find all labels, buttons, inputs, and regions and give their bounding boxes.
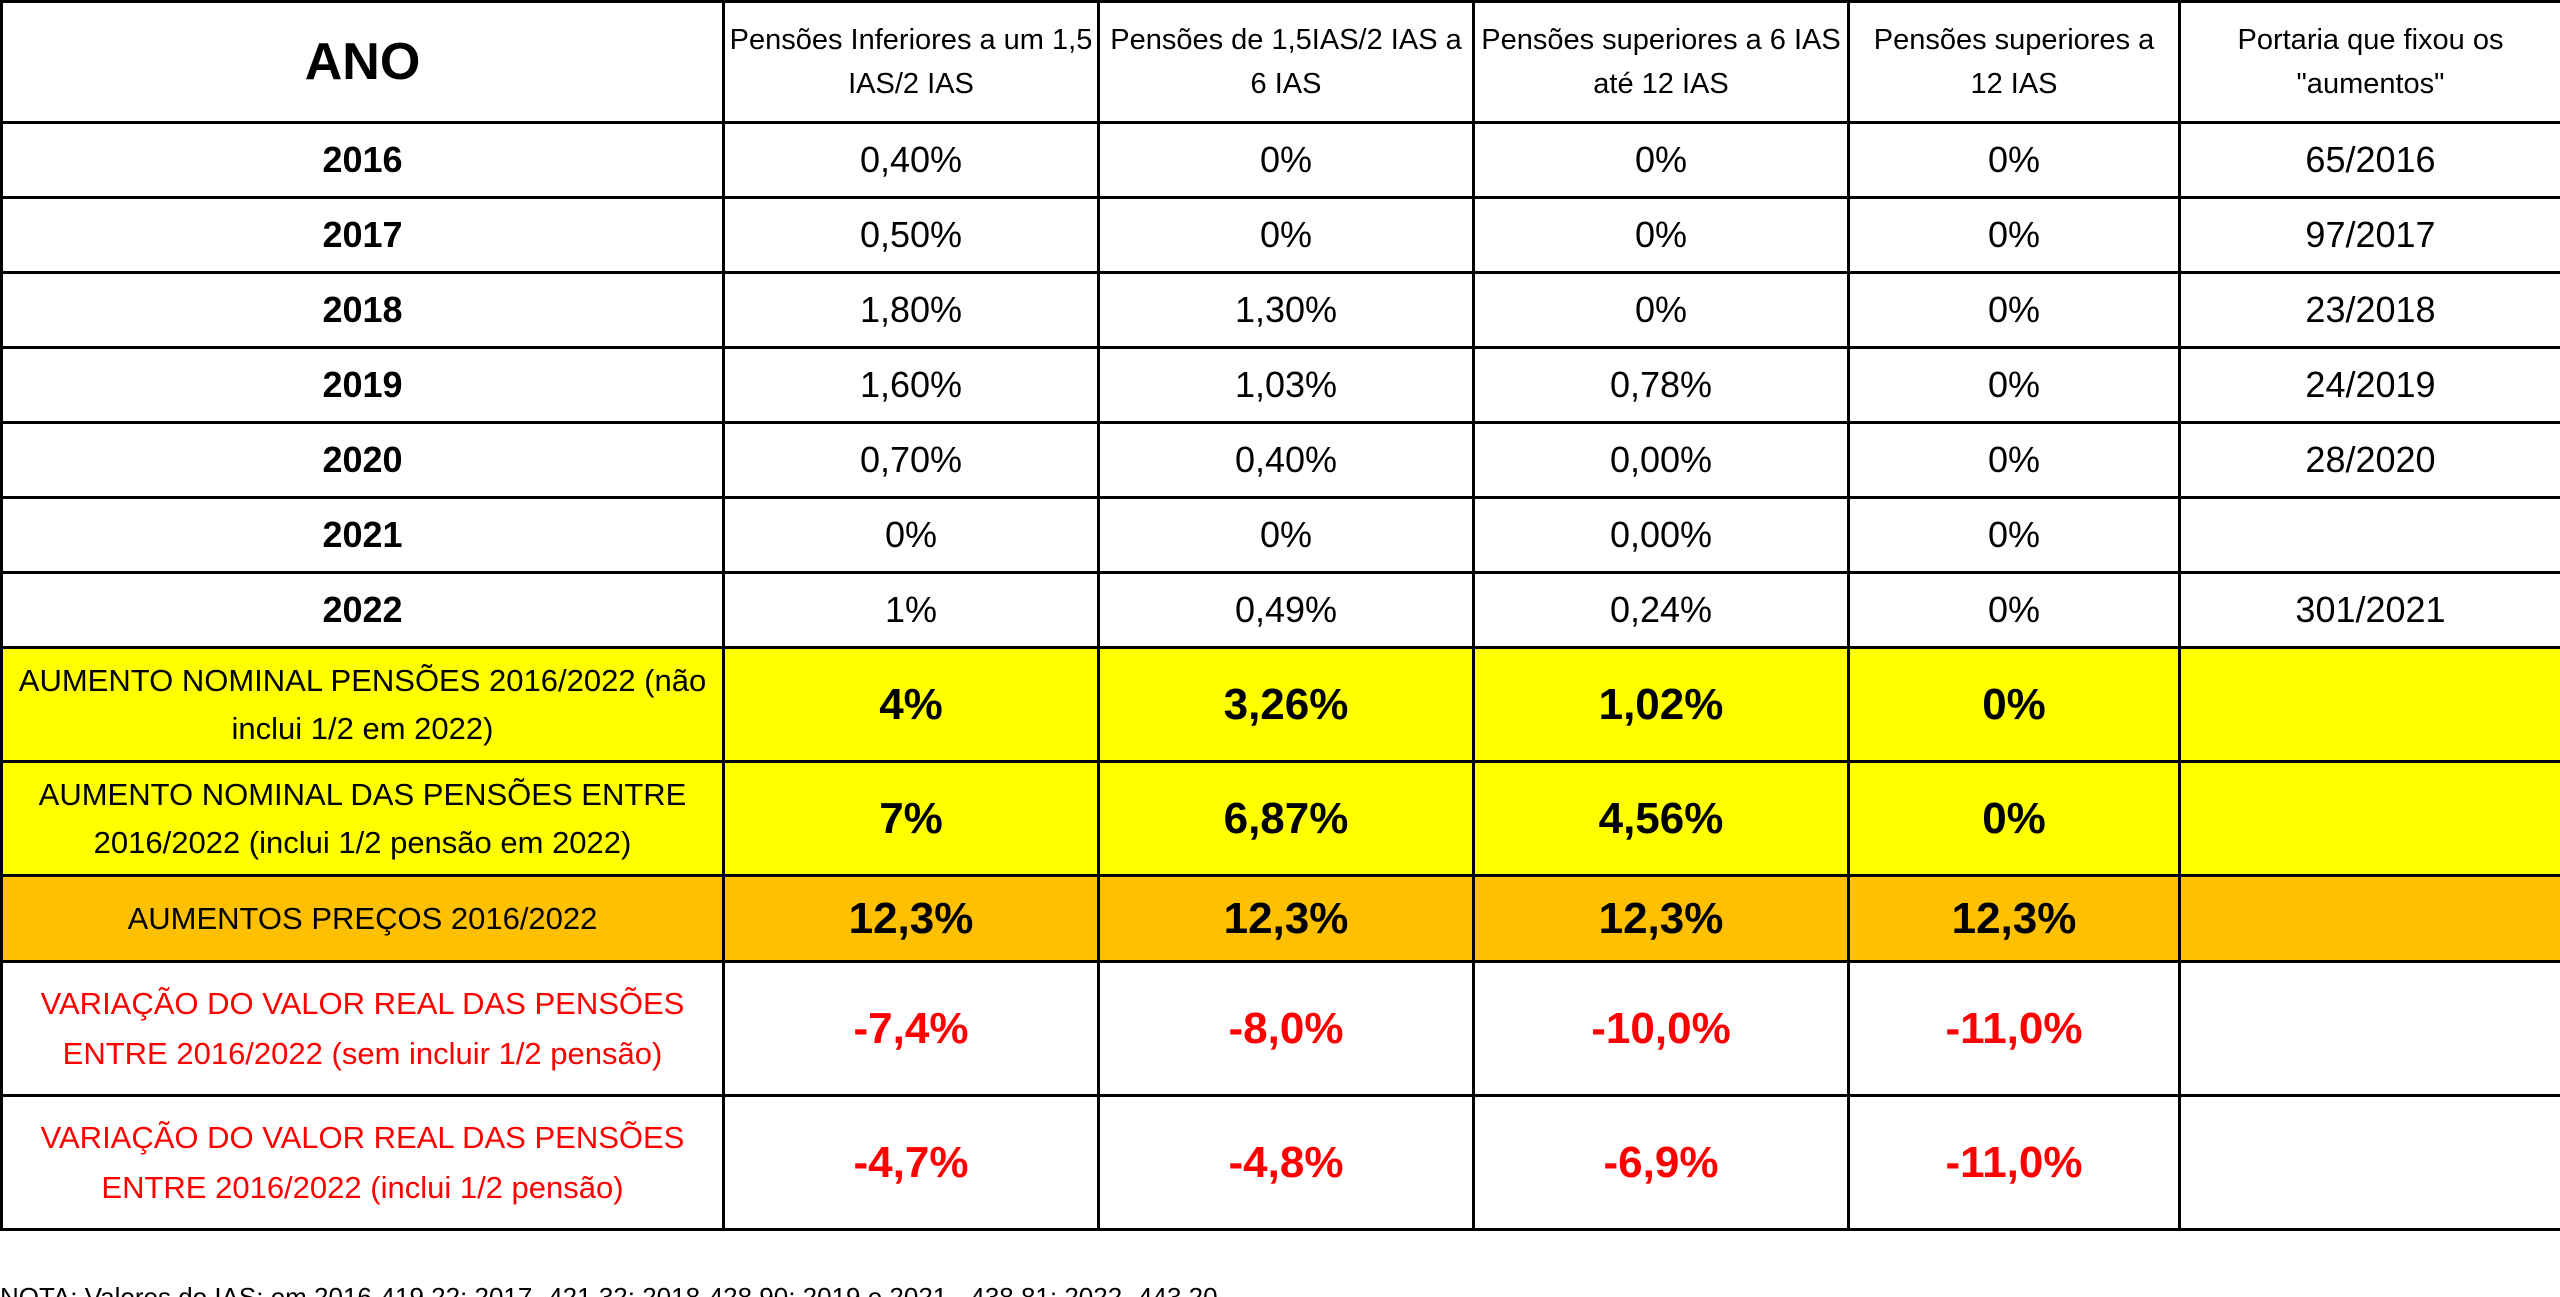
empty-cell bbox=[2178, 646, 2560, 763]
summary-value: -11,0% bbox=[1847, 1094, 2181, 1231]
summary-value: -11,0% bbox=[1847, 960, 2181, 1097]
value-cell: 0% bbox=[1097, 121, 1475, 199]
value-cell: 0% bbox=[1847, 196, 2181, 274]
summary-value: 0% bbox=[1847, 646, 2181, 763]
value-cell: 1% bbox=[722, 571, 1100, 649]
summary-value: 4% bbox=[722, 646, 1100, 763]
value-cell: 0,70% bbox=[722, 421, 1100, 499]
price-increase-row: AUMENTOS PREÇOS 2016/2022 12,3% 12,3% 12… bbox=[0, 874, 2560, 963]
year-cell: 2017 bbox=[0, 196, 725, 274]
portaria-cell: 301/2021 bbox=[2178, 571, 2560, 649]
summary-value: 7% bbox=[722, 760, 1100, 877]
value-cell: 0% bbox=[1097, 496, 1475, 574]
table-row: 2022 1% 0,49% 0,24% 0% 301/2021 bbox=[0, 571, 2560, 649]
header-col3: Pensões superiores a 6 IAS até 12 IAS bbox=[1472, 0, 1850, 124]
header-col5: Portaria que fixou os "aumentos" bbox=[2178, 0, 2560, 124]
value-cell: 1,80% bbox=[722, 271, 1100, 349]
value-cell: 0,40% bbox=[722, 121, 1100, 199]
portaria-cell bbox=[2178, 496, 2560, 574]
pensions-table: ANO Pensões Inferiores a um 1,5 IAS/2 IA… bbox=[0, 0, 2560, 1231]
empty-cell bbox=[2178, 760, 2560, 877]
value-cell: 0% bbox=[1847, 496, 2181, 574]
portaria-cell: 65/2016 bbox=[2178, 121, 2560, 199]
table-row: 2021 0% 0% 0,00% 0% bbox=[0, 496, 2560, 574]
price-increase-label: AUMENTOS PREÇOS 2016/2022 bbox=[0, 874, 725, 963]
summary-value: 12,3% bbox=[1097, 874, 1475, 963]
table-row: 2020 0,70% 0,40% 0,00% 0% 28/2020 bbox=[0, 421, 2560, 499]
value-cell: 0% bbox=[1847, 571, 2181, 649]
header-row: ANO Pensões Inferiores a um 1,5 IAS/2 IA… bbox=[0, 0, 2560, 124]
table-row: 2016 0,40% 0% 0% 0% 65/2016 bbox=[0, 121, 2560, 199]
value-cell: 1,03% bbox=[1097, 346, 1475, 424]
footnote: NOTA: Valores do IAS: em 2016-419,22; 20… bbox=[0, 1282, 1218, 1297]
summary-value: 4,56% bbox=[1472, 760, 1850, 877]
year-cell: 2022 bbox=[0, 571, 725, 649]
table-row: 2017 0,50% 0% 0% 0% 97/2017 bbox=[0, 196, 2560, 274]
value-cell: 0% bbox=[722, 496, 1100, 574]
summary-value: -6,9% bbox=[1472, 1094, 1850, 1231]
portaria-cell: 28/2020 bbox=[2178, 421, 2560, 499]
year-cell: 2016 bbox=[0, 121, 725, 199]
value-cell: 0% bbox=[1847, 346, 2181, 424]
nominal-increase-half-label: AUMENTO NOMINAL DAS PENSÕES ENTRE 2016/2… bbox=[0, 760, 725, 877]
header-ano: ANO bbox=[0, 0, 725, 124]
value-cell: 0,50% bbox=[722, 196, 1100, 274]
nominal-increase-label: AUMENTO NOMINAL PENSÕES 2016/2022 (não i… bbox=[0, 646, 725, 763]
portaria-cell: 23/2018 bbox=[2178, 271, 2560, 349]
header-col4: Pensões superiores a 12 IAS bbox=[1847, 0, 2181, 124]
value-cell: 0% bbox=[1847, 421, 2181, 499]
summary-value: -10,0% bbox=[1472, 960, 1850, 1097]
empty-cell bbox=[2178, 1094, 2560, 1231]
summary-value: -7,4% bbox=[722, 960, 1100, 1097]
header-col1: Pensões Inferiores a um 1,5 IAS/2 IAS bbox=[722, 0, 1100, 124]
year-cell: 2018 bbox=[0, 271, 725, 349]
table-row: 2018 1,80% 1,30% 0% 0% 23/2018 bbox=[0, 271, 2560, 349]
header-col2: Pensões de 1,5IAS/2 IAS a 6 IAS bbox=[1097, 0, 1475, 124]
real-variation-row: VARIAÇÃO DO VALOR REAL DAS PENSÕES ENTRE… bbox=[0, 960, 2560, 1097]
nominal-increase-row: AUMENTO NOMINAL PENSÕES 2016/2022 (não i… bbox=[0, 646, 2560, 763]
summary-value: 3,26% bbox=[1097, 646, 1475, 763]
value-cell: 0% bbox=[1472, 121, 1850, 199]
portaria-cell: 24/2019 bbox=[2178, 346, 2560, 424]
value-cell: 0% bbox=[1847, 121, 2181, 199]
value-cell: 0,78% bbox=[1472, 346, 1850, 424]
summary-value: 1,02% bbox=[1472, 646, 1850, 763]
year-cell: 2020 bbox=[0, 421, 725, 499]
value-cell: 0% bbox=[1847, 271, 2181, 349]
value-cell: 0,00% bbox=[1472, 496, 1850, 574]
summary-value: 12,3% bbox=[722, 874, 1100, 963]
year-cell: 2021 bbox=[0, 496, 725, 574]
value-cell: 0% bbox=[1097, 196, 1475, 274]
summary-value: 12,3% bbox=[1472, 874, 1850, 963]
value-cell: 1,30% bbox=[1097, 271, 1475, 349]
value-cell: 0% bbox=[1472, 196, 1850, 274]
empty-cell bbox=[2178, 960, 2560, 1097]
portaria-cell: 97/2017 bbox=[2178, 196, 2560, 274]
value-cell: 1,60% bbox=[722, 346, 1100, 424]
year-cell: 2019 bbox=[0, 346, 725, 424]
real-variation-label: VARIAÇÃO DO VALOR REAL DAS PENSÕES ENTRE… bbox=[0, 960, 725, 1097]
value-cell: 0% bbox=[1472, 271, 1850, 349]
table-row: 2019 1,60% 1,03% 0,78% 0% 24/2019 bbox=[0, 346, 2560, 424]
empty-cell bbox=[2178, 874, 2560, 963]
summary-value: -4,7% bbox=[722, 1094, 1100, 1231]
real-variation-half-row: VARIAÇÃO DO VALOR REAL DAS PENSÕES ENTRE… bbox=[0, 1094, 2560, 1231]
nominal-increase-half-row: AUMENTO NOMINAL DAS PENSÕES ENTRE 2016/2… bbox=[0, 760, 2560, 877]
value-cell: 0,24% bbox=[1472, 571, 1850, 649]
value-cell: 0,49% bbox=[1097, 571, 1475, 649]
summary-value: -8,0% bbox=[1097, 960, 1475, 1097]
summary-value: 0% bbox=[1847, 760, 2181, 877]
real-variation-half-label: VARIAÇÃO DO VALOR REAL DAS PENSÕES ENTRE… bbox=[0, 1094, 725, 1231]
value-cell: 0,00% bbox=[1472, 421, 1850, 499]
summary-value: 12,3% bbox=[1847, 874, 2181, 963]
summary-value: -4,8% bbox=[1097, 1094, 1475, 1231]
value-cell: 0,40% bbox=[1097, 421, 1475, 499]
summary-value: 6,87% bbox=[1097, 760, 1475, 877]
